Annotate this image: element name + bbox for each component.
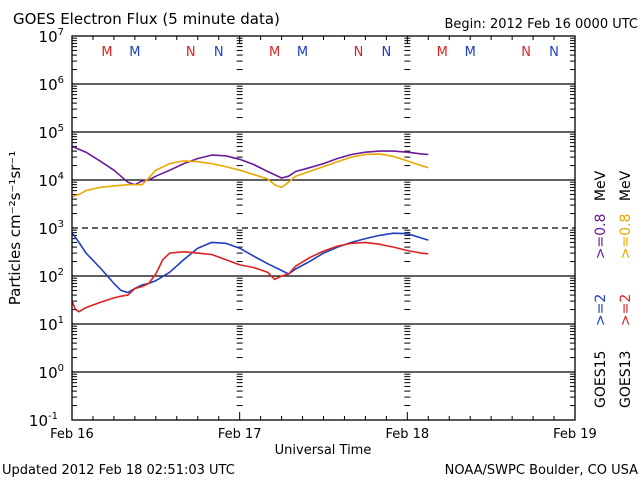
updated-label: Updated 2012 Feb 18 02:51:03 UTC: [2, 463, 235, 478]
y-tick-base: 10: [39, 364, 58, 382]
local-time-marker: N: [549, 45, 559, 60]
legend-goes15-b: >=0.8: [593, 214, 609, 260]
legend-goes13-a: >=2: [618, 294, 634, 326]
series-line: [71, 241, 429, 313]
x-axis-label: Universal Time: [275, 443, 372, 458]
y-tick-base: 10: [39, 28, 58, 46]
y-tick-exp: 6: [58, 75, 64, 86]
legend-goes15-a: >=2: [593, 294, 609, 326]
y-tick-base: 10: [39, 76, 58, 94]
svg-text:GOES13 >=2 >=0.8: GOES13 >=2 >=0.8 MeV: [618, 170, 634, 408]
legend-goes15-unit: MeV: [593, 170, 609, 201]
y-tick-label: 10-1: [29, 411, 58, 430]
y-tick-label: 104: [39, 171, 64, 190]
local-time-marker: M: [101, 45, 112, 60]
legend-goes13-unit: MeV: [618, 170, 634, 201]
y-tick-label: 105: [39, 123, 64, 142]
begin-label: Begin: 2012 Feb 16 0000 UTC: [444, 17, 638, 32]
y-axis-label: Particles cm⁻²s⁻¹sr⁻¹: [6, 151, 24, 305]
chart-title: GOES Electron Flux (5 minute data): [13, 10, 280, 28]
x-tick-label: Feb 18: [385, 427, 429, 442]
y-tick-base: 10: [29, 412, 48, 430]
y-tick-exp: 0: [58, 363, 64, 374]
y-tick-exp: 2: [58, 267, 64, 278]
y-tick-exp: 3: [58, 219, 64, 230]
y-tick-exp: 7: [58, 27, 64, 38]
series-line: [71, 145, 429, 186]
local-time-marker: M: [465, 45, 476, 60]
y-tick-exp: 1: [58, 315, 64, 326]
local-time-marker: N: [354, 45, 364, 60]
legend-goes15-sat: GOES15: [593, 351, 609, 408]
local-time-marker: M: [297, 45, 308, 60]
legend-goes13-b: >=0.8: [618, 214, 634, 260]
y-tick-label: 106: [39, 75, 64, 94]
plot-frame: [71, 35, 576, 421]
series-line: [71, 232, 429, 294]
y-tick-exp: -1: [48, 411, 58, 422]
svg-text:GOES15 >=2 >=0.8: GOES15 >=2 >=0.8 MeV: [593, 170, 609, 408]
y-tick-base: 10: [39, 316, 58, 334]
local-time-marker: N: [186, 45, 196, 60]
y-tick-base: 10: [39, 172, 58, 190]
y-tick-label: 101: [39, 315, 64, 334]
y-tick-label: 103: [39, 219, 64, 238]
x-tick-label: Feb 17: [218, 427, 262, 442]
y-tick-base: 10: [39, 124, 58, 142]
y-tick-label: 102: [39, 267, 64, 286]
legend: GOES15 >=2 >=0.8 MeV GOES13 >=2 >=0.8 Me…: [593, 170, 634, 408]
local-time-marker: M: [129, 45, 140, 60]
x-tick-label: Feb 19: [553, 427, 597, 442]
local-time-marker: M: [437, 45, 448, 60]
y-tick-exp: 4: [58, 171, 64, 182]
local-time-marker: M: [269, 45, 280, 60]
local-time-marker: N: [521, 45, 531, 60]
local-time-marker: N: [382, 45, 392, 60]
local-time-marker: N: [214, 45, 224, 60]
series-line: [71, 153, 429, 198]
x-tick-label: Feb 16: [50, 427, 94, 442]
y-tick-label: 100: [39, 363, 64, 382]
y-tick-base: 10: [39, 268, 58, 286]
y-tick-label: 107: [39, 27, 64, 46]
y-tick-base: 10: [39, 220, 58, 238]
legend-goes13-sat: GOES13: [618, 351, 634, 408]
source-label: NOAA/SWPC Boulder, CO USA: [445, 463, 638, 478]
y-tick-exp: 5: [58, 123, 64, 134]
